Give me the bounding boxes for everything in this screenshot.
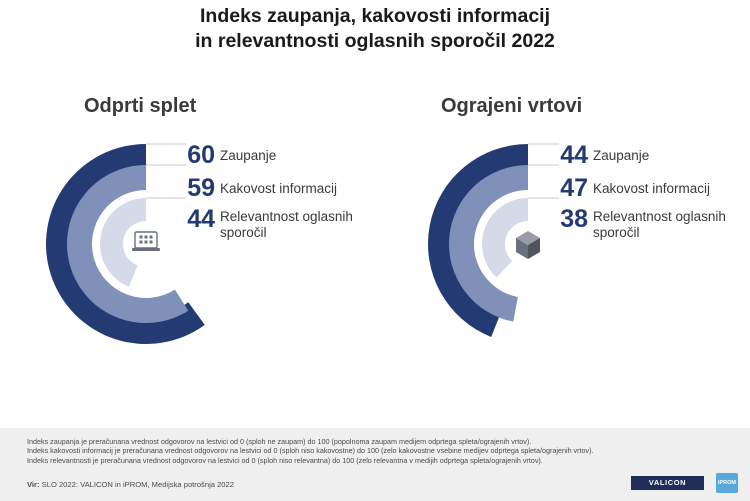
source-line: Vir: SLO 2022: VALICON in iPROM, Medijsk…	[27, 480, 234, 489]
footnotes: Indeks zaupanja je preračunana vrednost …	[27, 437, 717, 465]
category-label: sporočil	[593, 225, 640, 240]
laptop-grid-dot	[149, 240, 153, 244]
laptop-icon	[132, 231, 160, 251]
ring-arc-3	[100, 198, 146, 287]
value-label: 59	[187, 174, 215, 202]
laptop-grid-dot	[139, 235, 143, 239]
panel-title-odprti-splet: Odprti splet	[84, 95, 197, 117]
ring-arc-3	[482, 198, 528, 278]
cube-left	[516, 238, 528, 259]
footnote: Indeks zaupanja je preračunana vrednost …	[27, 437, 532, 446]
radial-chart-ograjeni-vrtovi: 44 Zaupanje 47 Kakovost informacij 38 Relevan…	[427, 141, 726, 337]
laptop-grid-dot	[139, 240, 143, 244]
value-label: 47	[560, 174, 588, 202]
radial-charts: 60 Zaupanje 59 Kakovost informacij 44 Relevan…	[45, 141, 726, 344]
ring-arc-1	[427, 144, 528, 337]
valicon-logo: VALICON	[631, 476, 704, 490]
iprom-logo: iPROM	[716, 473, 738, 493]
category-label: Zaupanje	[593, 148, 649, 163]
laptop-screen	[134, 231, 158, 249]
cube-right	[528, 238, 540, 259]
category-label: Zaupanje	[220, 148, 276, 163]
footnote: Indeks kakovosti informacij je preračuna…	[27, 446, 594, 456]
source-text: SLO 2022: VALICON in iPROM, Medijska pot…	[41, 480, 234, 489]
laptop-grid-dot	[144, 235, 148, 239]
category-label: Kakovost informacij	[220, 181, 337, 196]
category-label: Relevantnost oglasnih	[593, 209, 726, 224]
radial-chart-odprti-splet: 60 Zaupanje 59 Kakovost informacij 44 Relevan…	[45, 141, 353, 344]
cube-icon	[516, 231, 540, 259]
laptop-grid-dot	[144, 240, 148, 244]
category-label: Relevantnost oglasnih	[220, 209, 353, 224]
value-label: 44	[560, 141, 588, 169]
value-label: 44	[187, 205, 215, 233]
source-label: Vir:	[27, 480, 40, 489]
footnote: Indeks relevantnosti je preračunana vred…	[27, 455, 543, 465]
value-label: 38	[560, 205, 588, 233]
chart-title-line1: Indeks zaupanja, kakovosti informacij	[199, 5, 551, 27]
chart-title: Indeks zaupanja, kakovosti informacij in…	[0, 4, 750, 54]
laptop-grid-dot	[149, 235, 153, 239]
category-label: sporočil	[220, 225, 267, 240]
category-label: Kakovost informacij	[593, 181, 710, 196]
panel-title-ograjeni-vrtovi: Ograjeni vrtovi	[441, 95, 583, 117]
ring-arc-2	[67, 165, 189, 323]
chart-title-line2: in relevantnosti oglasnih sporočil 2022	[195, 30, 555, 52]
ring-arc-2	[448, 165, 528, 322]
footer: Indeks zaupanja je preračunana vrednost …	[0, 428, 750, 501]
laptop-base	[132, 248, 160, 251]
value-label: 60	[187, 141, 215, 169]
